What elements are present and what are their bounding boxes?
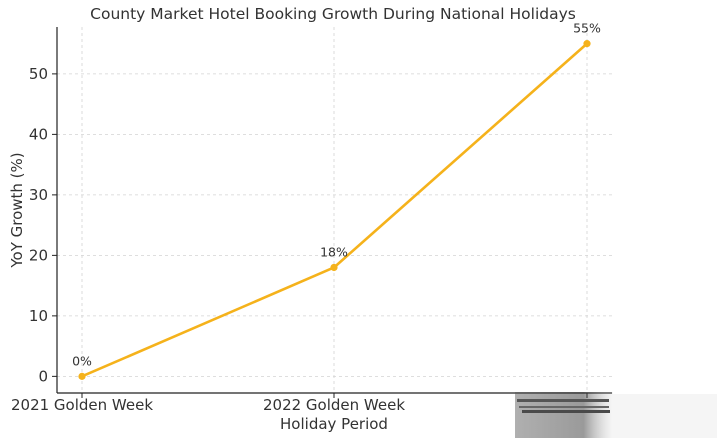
x-tick-label: 2021 Golden Week [11,396,153,414]
data-point [330,263,338,272]
series-line [81,42,588,378]
y-tick-label: 40 [29,125,48,143]
data-point [583,40,591,48]
y-tick-label: 30 [29,186,48,204]
data-label: 55% [573,21,601,36]
y-tick-label: 50 [29,65,48,83]
y-tick-label: 0 [38,367,48,385]
chart-title: County Market Hotel Booking Growth Durin… [90,5,576,23]
y-gridlines [57,73,612,377]
data-labels: 0% 18% 55% [72,21,601,369]
x-tick-label: 2022 Golden Week [263,396,405,414]
x-axis-label: Holiday Period [280,415,388,433]
data-label: 0% [72,353,92,368]
data-label: 18% [320,244,348,259]
data-point [78,372,86,380]
y-tick-label: 10 [29,307,48,325]
y-axis-label: YoY Growth (%) [8,152,26,268]
obscured-tick-label [515,392,717,438]
data-points [78,40,591,380]
x-gridlines [81,27,588,393]
y-tick-label: 20 [29,246,48,264]
y-axis-ticks: 0 10 20 30 40 50 [29,65,57,385]
x-axis-ticks: 2021 Golden Week 2022 Golden Week [11,393,588,414]
